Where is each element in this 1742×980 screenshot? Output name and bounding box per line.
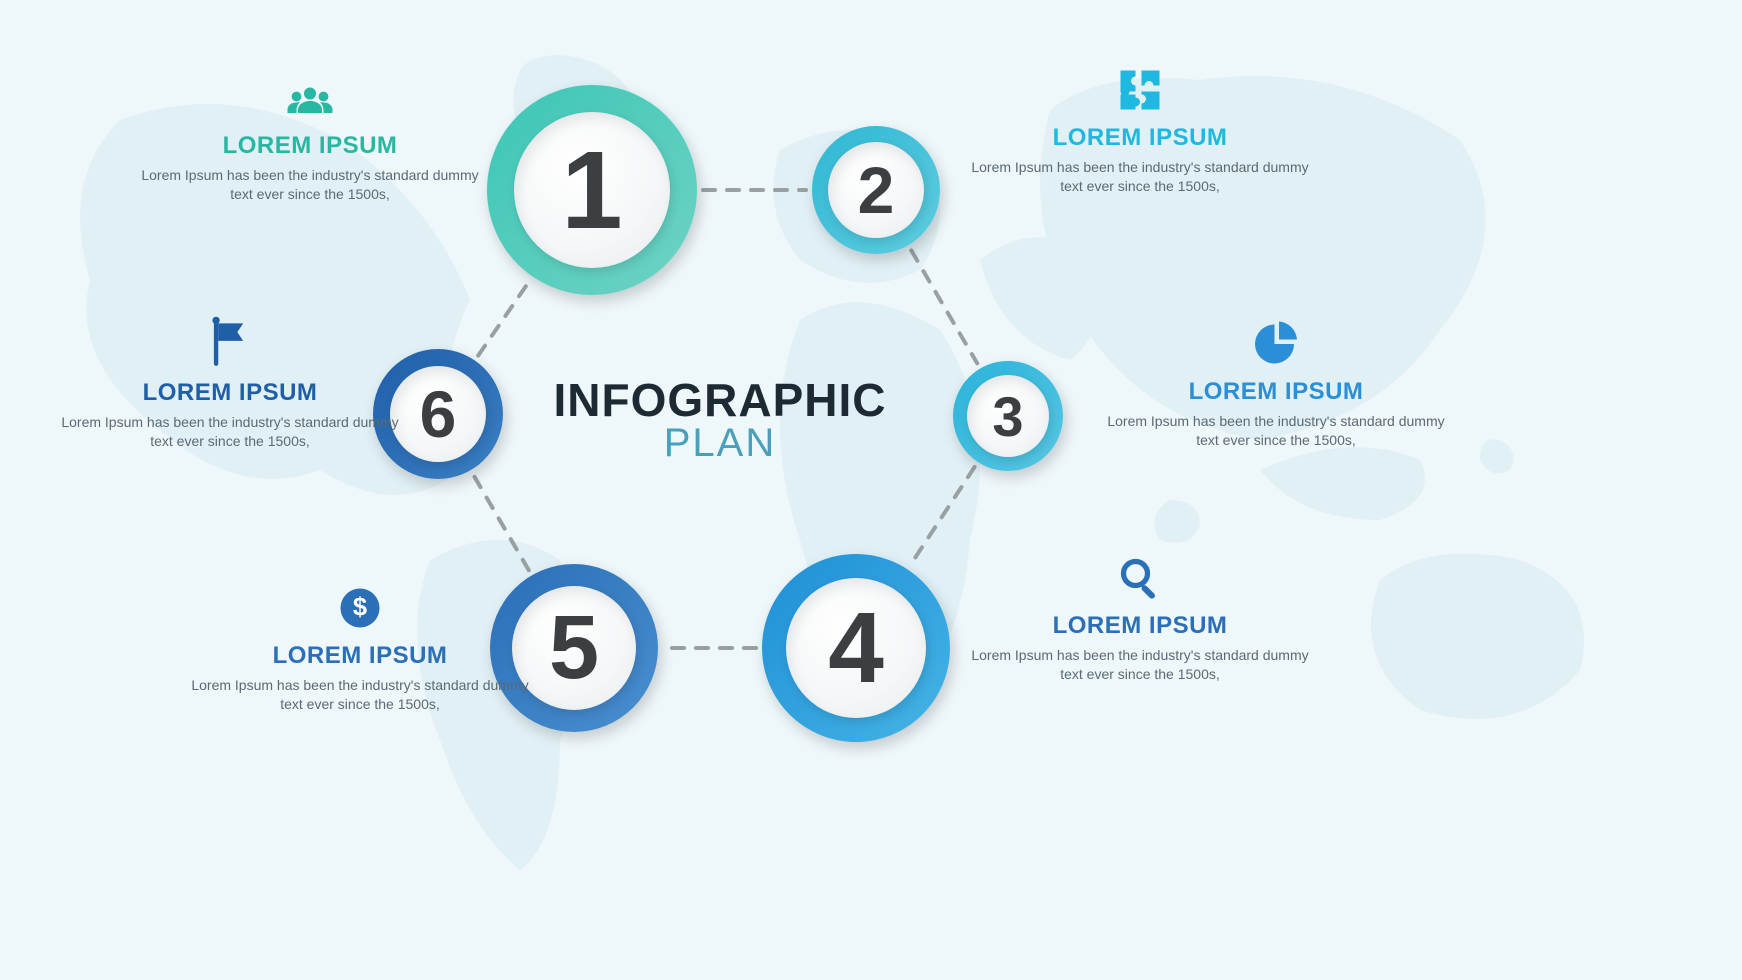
callout-title: LOREM IPSUM <box>180 642 540 670</box>
step-node-3: 3 <box>953 361 1063 471</box>
search-icon <box>1116 554 1164 602</box>
step-node-1: 1 <box>487 85 697 295</box>
callout-5: $ LOREM IPSUM Lorem Ipsum has been the in… <box>180 584 540 714</box>
infographic-stage: INFOGRAPHIC PLAN 1 2 3 4 5 6 LOREM IPSUM Lorem… <box>0 0 1742 980</box>
flag-icon <box>206 316 254 369</box>
callout-title: LOREM IPSUM <box>130 132 490 160</box>
callout-2: LOREM IPSUM Lorem Ipsum has been the indu… <box>960 66 1320 196</box>
pie-icon <box>1252 320 1300 368</box>
step-number: 5 <box>549 597 599 700</box>
step-number: 3 <box>992 384 1023 449</box>
callout-title: LOREM IPSUM <box>960 124 1320 152</box>
step-node-4: 4 <box>762 554 950 742</box>
step-number: 4 <box>828 591 884 706</box>
callout-body: Lorem Ipsum has been the industry's stan… <box>960 646 1320 684</box>
svg-text:$: $ <box>353 594 367 622</box>
callout-3: LOREM IPSUM Lorem Ipsum has been the indu… <box>1096 320 1456 450</box>
callout-1: LOREM IPSUM Lorem Ipsum has been the indu… <box>130 86 490 204</box>
callout-body: Lorem Ipsum has been the industry's stan… <box>50 413 410 451</box>
people-icon <box>286 86 334 122</box>
callout-title: LOREM IPSUM <box>1096 378 1456 406</box>
callout-4: LOREM IPSUM Lorem Ipsum has been the indu… <box>960 554 1320 684</box>
callout-title: LOREM IPSUM <box>960 612 1320 640</box>
center-title: INFOGRAPHIC PLAN <box>554 377 887 463</box>
center-title-line2: PLAN <box>554 423 887 463</box>
step-number: 2 <box>858 152 895 228</box>
step-number: 6 <box>420 376 457 452</box>
callout-body: Lorem Ipsum has been the industry's stan… <box>1096 412 1456 450</box>
center-title-line1: INFOGRAPHIC <box>554 377 887 423</box>
callout-6: LOREM IPSUM Lorem Ipsum has been the indu… <box>50 316 410 451</box>
step-number: 1 <box>561 127 622 254</box>
puzzle-icon <box>1116 66 1164 114</box>
step-node-2: 2 <box>812 126 940 254</box>
callout-body: Lorem Ipsum has been the industry's stan… <box>130 166 490 204</box>
callout-title: LOREM IPSUM <box>50 379 410 407</box>
dollar-icon: $ <box>336 584 384 632</box>
callout-body: Lorem Ipsum has been the industry's stan… <box>180 676 540 714</box>
callout-body: Lorem Ipsum has been the industry's stan… <box>960 158 1320 196</box>
